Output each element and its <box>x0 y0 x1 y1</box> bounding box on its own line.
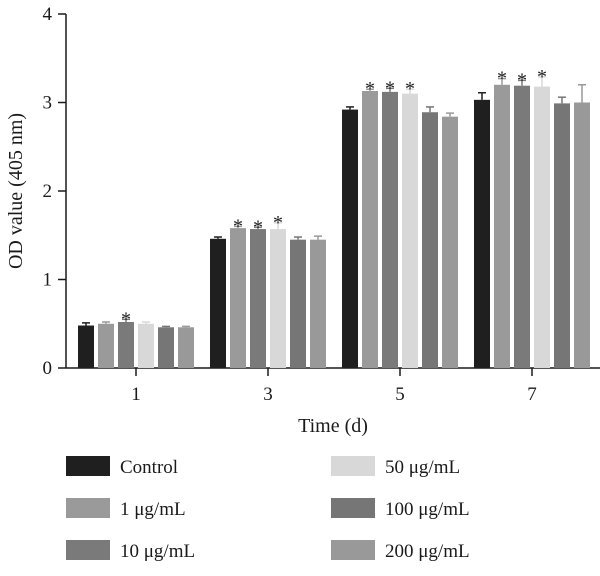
bar <box>574 102 590 368</box>
bar <box>442 116 458 368</box>
legend-swatch <box>66 456 110 476</box>
significance-marker: * <box>385 77 395 99</box>
bar <box>514 85 530 368</box>
x-axis-title: Time (d) <box>298 415 368 437</box>
legend-label: 100 μg/mL <box>385 499 470 520</box>
bar <box>138 323 154 368</box>
y-axis-title: OD value (405 nm) <box>5 113 27 269</box>
legend-swatch <box>331 498 375 518</box>
bar <box>78 325 94 368</box>
chart-legend: Control 1 μg/mL 10 μg/mL 50 μg/mL 100 μg/mL 2… <box>66 456 470 562</box>
x-tick-label: 3 <box>263 384 273 405</box>
bar <box>210 238 226 368</box>
legend-label: 10 μg/mL <box>120 541 195 562</box>
bar <box>98 323 114 368</box>
legend-swatch <box>66 540 110 560</box>
legend-swatch <box>331 456 375 476</box>
significance-marker: * <box>537 66 547 88</box>
legend-swatch <box>66 498 110 518</box>
bar <box>402 93 418 369</box>
bar <box>382 91 398 368</box>
x-tick-label: 5 <box>395 384 405 405</box>
bar <box>474 99 490 368</box>
significance-marker: * <box>273 212 283 234</box>
chart-bars: * * * * * * * * * * <box>78 66 590 369</box>
legend-swatch <box>331 540 375 560</box>
bar <box>118 321 134 368</box>
legend-label: Control <box>120 457 178 478</box>
bar <box>178 327 194 368</box>
bar <box>494 84 510 369</box>
legend-label: 200 μg/mL <box>385 541 470 562</box>
significance-marker: * <box>253 216 263 238</box>
bar <box>342 109 358 368</box>
legend-label: 1 μg/mL <box>120 499 186 520</box>
significance-marker: * <box>517 69 527 91</box>
y-tick-label: 0 <box>43 358 53 379</box>
bar <box>554 103 570 368</box>
significance-marker: * <box>233 215 243 237</box>
chart-axes: 0 1 2 3 4 1 3 5 7 <box>43 4 600 405</box>
bar <box>250 229 266 368</box>
x-tick-label: 7 <box>527 384 537 405</box>
legend-label: 50 μg/mL <box>385 457 460 478</box>
bar <box>270 229 286 368</box>
significance-marker: * <box>405 78 415 100</box>
y-tick-label: 1 <box>43 270 53 291</box>
bar <box>422 112 438 368</box>
bar <box>534 86 550 368</box>
bar <box>158 327 174 368</box>
significance-marker: * <box>121 308 131 330</box>
bar <box>230 228 246 368</box>
x-tick-label: 1 <box>131 384 141 405</box>
bar <box>290 239 306 368</box>
y-tick-label: 4 <box>43 4 53 25</box>
significance-marker: * <box>365 78 375 100</box>
bar <box>362 90 378 369</box>
y-tick-label: 3 <box>43 93 53 114</box>
bar <box>310 239 326 368</box>
significance-marker: * <box>497 68 507 90</box>
y-tick-label: 2 <box>43 181 53 202</box>
